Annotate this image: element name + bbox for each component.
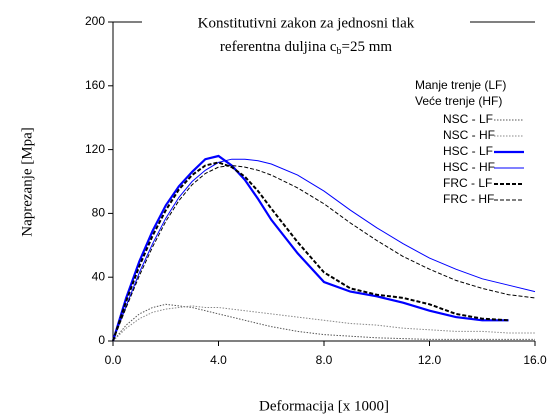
y-tick-label: 120 — [85, 142, 105, 156]
series-line — [111, 154, 509, 342]
y-tick-label: 200 — [85, 14, 105, 28]
y-tick-label: 0 — [98, 333, 105, 347]
series-line — [112, 305, 535, 342]
chart-subtitle: referentna duljina cb=25 mm — [220, 39, 392, 57]
x-tick-label: 4.0 — [210, 353, 227, 367]
legend-label: FRC - HF — [443, 192, 494, 206]
y-tick-label: 80 — [92, 206, 106, 220]
legend-note: Manje trenje (LF) — [415, 78, 506, 92]
x-axis-label: Deformacija [x 1000] — [259, 398, 389, 414]
series-line — [112, 303, 535, 342]
x-tick-label: 8.0 — [316, 353, 333, 367]
y-tick-label: 160 — [85, 78, 105, 92]
series-line — [112, 158, 536, 342]
chart-title: Konstitutivni zakon za jednosni tlak — [198, 15, 415, 31]
legend-note: Veće trenje (HF) — [415, 94, 502, 108]
legend-label: NSC - LF — [443, 112, 493, 126]
x-tick-label: 12.0 — [418, 353, 442, 367]
series-line — [112, 161, 509, 342]
subtitle-end: =25 mm — [342, 39, 393, 55]
y-axis-label: Naprezanje [Mpa] — [19, 127, 35, 237]
subtitle-text: referentna duljina c — [220, 39, 337, 55]
y-tick-label: 40 — [92, 269, 106, 283]
title-background — [142, 8, 470, 68]
legend-label: FRC - LF — [443, 176, 492, 190]
x-tick-label: 16.0 — [523, 353, 547, 367]
legend-label: NSC - HF — [443, 128, 495, 142]
x-tick-label: 0.0 — [105, 353, 122, 367]
subtitle-subscript: b — [337, 46, 342, 57]
legend-label: HSC - LF — [443, 144, 493, 158]
series-line — [112, 164, 536, 342]
legend-label: HSC - HF — [443, 160, 495, 174]
